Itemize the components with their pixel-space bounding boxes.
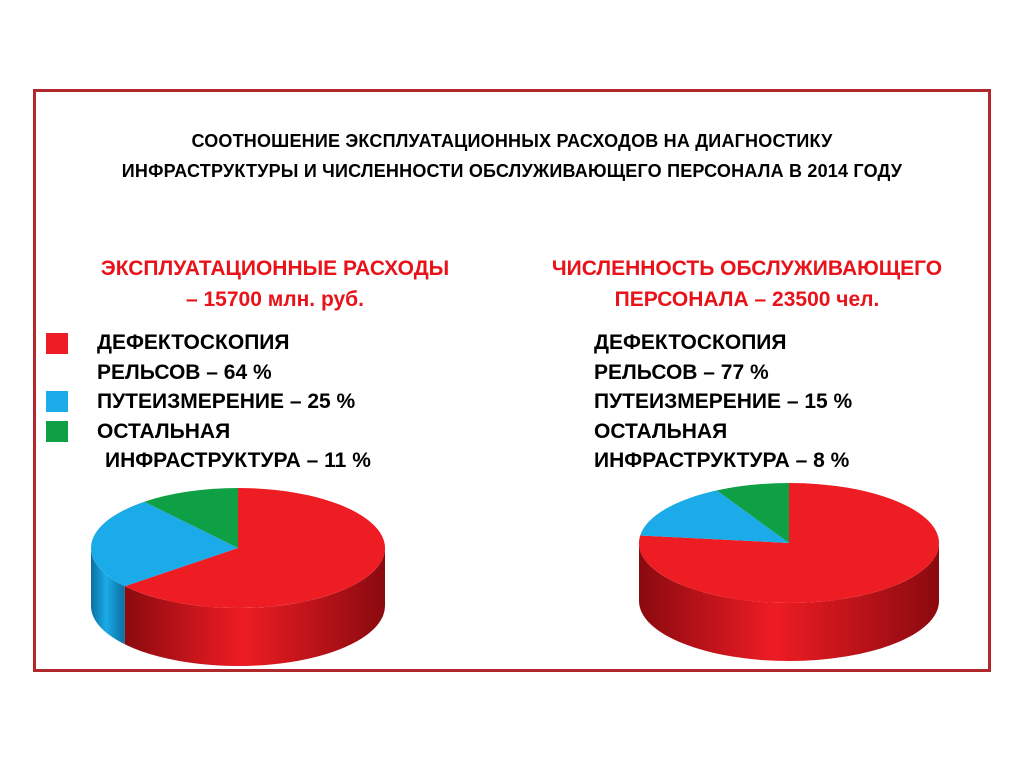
pie-chart-1	[91, 488, 385, 667]
pie-slice-2	[91, 501, 238, 587]
pie-side-1	[124, 548, 385, 667]
slide-title-line-2: ИНФРАСТРУКТУРЫ И ЧИСЛЕННОСТИ ОБСЛУЖИВАЮЩ…	[121, 161, 903, 181]
left-legend-line: ОСТАЛЬНАЯ	[97, 419, 231, 443]
right-legend-line: ПУТЕИЗМЕРЕНИЕ – 15 %	[594, 390, 853, 413]
left-legend: ДЕФЕКТОСКОПИЯ РЕЛЬСОВ – 64 % ПУТЕИЗМЕРЕН…	[97, 328, 371, 476]
pie-chart-2	[638, 483, 939, 661]
left-chart-title-line-2: – 15700 млн. руб.	[185, 288, 364, 311]
left-chart-title: ЭКСПЛУАТАЦИОННЫЕ РАСХОДЫ – 15700 млн. ру…	[55, 253, 495, 315]
left-chart-title-line-1: ЭКСПЛУАТАЦИОННЫЕ РАСХОДЫ	[100, 257, 450, 280]
right-legend: ДЕФЕКТОСКОПИЯ РЕЛЬСОВ – 77 % ПУТЕИЗМЕРЕН…	[594, 328, 852, 476]
right-chart-title: ЧИСЛЕННОСТЬ ОБСЛУЖИВАЮЩЕГО ПЕРСОНАЛА – 2…	[512, 253, 982, 315]
slide-frame	[33, 89, 991, 672]
left-legend-line: РЕЛЬСОВ – 64 %	[97, 360, 272, 384]
right-legend-line: ДЕФЕКТОСКОПИЯ	[594, 331, 787, 354]
pie-slice-1	[638, 483, 939, 603]
left-legend-line: ИНФРАСТРУКТУРА – 11 %	[105, 449, 371, 472]
left-legend-line: ПУТЕИЗМЕРЕНИЕ – 25 %	[97, 390, 356, 413]
slide-title: СООТНОШЕНИЕ ЭКСПЛУАТАЦИОННЫХ РАСХОДОВ НА…	[33, 126, 991, 186]
right-legend-line: ОСТАЛЬНАЯ	[594, 419, 728, 443]
pie-side-2	[91, 548, 125, 645]
blue-square-icon	[46, 391, 68, 412]
slide-title-line-1: СООТНОШЕНИЕ ЭКСПЛУАТАЦИОННЫХ РАСХОДОВ НА…	[191, 131, 833, 151]
left-legend-line: ДЕФЕКТОСКОПИЯ	[97, 331, 290, 354]
pie-slice-3	[144, 488, 238, 548]
green-square-icon	[46, 421, 68, 442]
pie-side-1	[639, 543, 939, 661]
right-chart-title-line-2: ПЕРСОНАЛА – 23500 чел.	[614, 288, 880, 311]
pie-slice-3	[716, 483, 789, 543]
right-chart-title-line-1: ЧИСЛЕННОСТЬ ОБСЛУЖИВАЮЩЕГО	[551, 257, 943, 280]
right-legend-line: РЕЛЬСОВ – 77 %	[594, 360, 769, 384]
right-legend-line: ИНФРАСТРУКТУРА – 8 %	[594, 449, 850, 472]
pie-slice-1	[124, 488, 385, 608]
red-square-icon	[46, 333, 68, 354]
pie-slice-2	[640, 490, 789, 543]
